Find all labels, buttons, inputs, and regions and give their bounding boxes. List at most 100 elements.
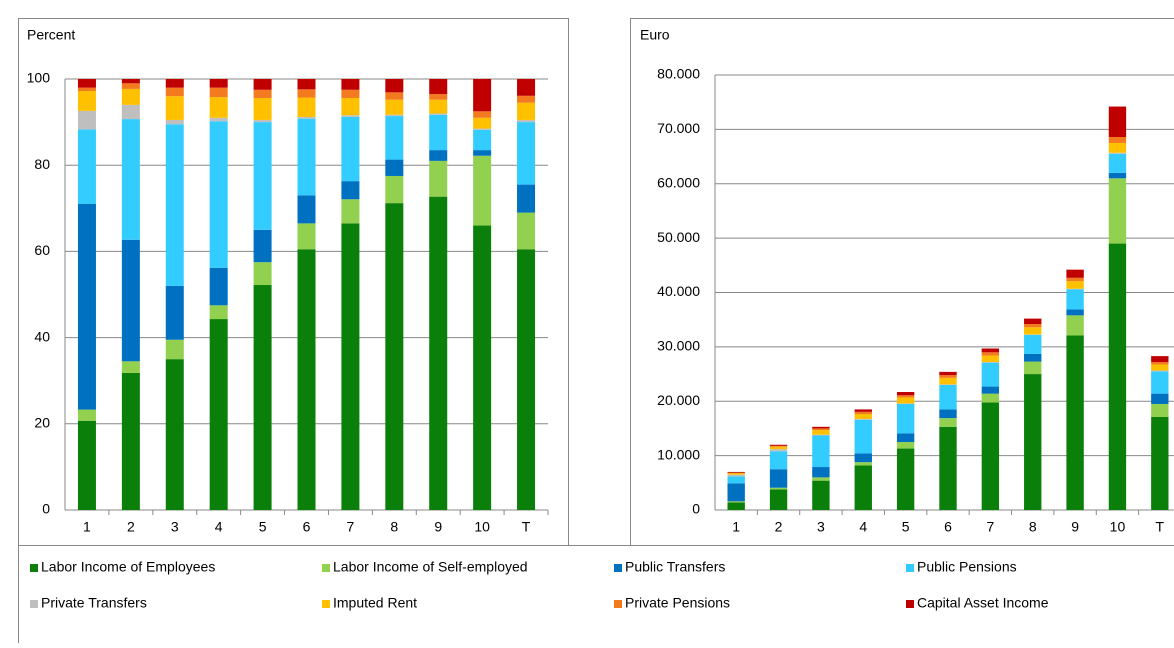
- bar-segment: [122, 361, 140, 373]
- x-tick-label: 2: [127, 519, 135, 535]
- x-tick-label: 1: [83, 519, 91, 535]
- x-tick-label: 3: [817, 519, 825, 535]
- bar-segment: [1151, 394, 1168, 404]
- bar-segment: [1024, 335, 1041, 354]
- bar-segment: [982, 402, 999, 510]
- bar-segment: [210, 268, 228, 305]
- bar-segment: [385, 79, 403, 92]
- bar-segment: [297, 117, 315, 119]
- bar-segment: [385, 100, 403, 115]
- bar-segment: [770, 489, 787, 510]
- bar-segment: [727, 476, 744, 483]
- bar-segment: [166, 79, 184, 88]
- bar-segment: [166, 286, 184, 340]
- bar-segment: [855, 409, 872, 411]
- bar-segment: [727, 483, 744, 501]
- bar-segment: [770, 445, 787, 446]
- bar-segment: [897, 395, 914, 397]
- bar-segment: [122, 79, 140, 83]
- bar-segment: [297, 195, 315, 223]
- bar-segment: [78, 129, 96, 204]
- x-tick-label: 1: [732, 519, 740, 535]
- bar-segment: [939, 375, 956, 378]
- bar-segment: [78, 410, 96, 421]
- bar-segment: [473, 226, 491, 510]
- y-tick-label: 20.000: [657, 392, 700, 408]
- bar-segment: [297, 119, 315, 196]
- bar-segment: [297, 89, 315, 97]
- legend-swatch: [322, 564, 330, 572]
- bar-segment: [1024, 354, 1041, 362]
- y-tick-label: 80: [34, 156, 50, 172]
- bar-segment: [473, 156, 491, 226]
- bar-segment: [517, 213, 535, 250]
- legend-swatch: [906, 600, 914, 608]
- bar-segment: [1066, 281, 1083, 289]
- bar-segment: [341, 223, 359, 510]
- bar-segment: [770, 447, 787, 449]
- bar-segment: [812, 435, 829, 436]
- y-tick-label: 10.000: [657, 446, 700, 462]
- bar-segment: [210, 319, 228, 510]
- bar-segment: [939, 385, 956, 409]
- bar-segment: [385, 92, 403, 99]
- y-tick-label: 60: [34, 242, 50, 258]
- x-tick-label: 6: [944, 519, 952, 535]
- legend-swatch: [614, 600, 622, 608]
- bar-segment: [727, 472, 744, 473]
- x-tick-label: 2: [775, 519, 783, 535]
- legend-label: Capital Asset Income: [917, 595, 1049, 611]
- bar-segment: [939, 384, 956, 385]
- bar-segment: [897, 449, 914, 510]
- bar-segment: [78, 421, 96, 510]
- bar-segment: [897, 403, 914, 404]
- bar-segment: [727, 475, 744, 477]
- bar-segment: [1066, 315, 1083, 335]
- bar-segment: [939, 372, 956, 375]
- x-tick-label: 8: [1029, 519, 1037, 535]
- x-tick-label: 9: [1071, 519, 1079, 535]
- bar-segment: [429, 150, 447, 161]
- bar-segment: [897, 392, 914, 395]
- bar-segment: [855, 465, 872, 510]
- legend-label: Labor Income of Self-employed: [333, 559, 528, 575]
- bar-segment: [812, 428, 829, 430]
- axis-label: Euro: [640, 27, 670, 43]
- y-tick-label: 50.000: [657, 229, 700, 245]
- bar-segment: [166, 124, 184, 286]
- bar-segment: [78, 111, 96, 130]
- bar-segment: [1066, 289, 1083, 290]
- bar-segment: [897, 433, 914, 442]
- bar-segment: [1109, 107, 1126, 137]
- legend-label: Private Pensions: [625, 595, 730, 611]
- legend-label: Imputed Rent: [333, 595, 417, 611]
- bar-segment: [210, 79, 228, 88]
- y-tick-label: 0: [692, 501, 700, 517]
- bar-segment: [982, 363, 999, 387]
- bar-segment: [341, 199, 359, 223]
- bar-segment: [855, 419, 872, 420]
- bar-segment: [1151, 356, 1168, 362]
- y-tick-label: 40: [34, 328, 50, 344]
- bar-segment: [897, 397, 914, 403]
- bar-segment: [812, 467, 829, 477]
- bar-segment: [297, 249, 315, 510]
- bar-segment: [855, 414, 872, 419]
- bar-segment: [1024, 374, 1041, 510]
- bar-segment: [1151, 371, 1168, 393]
- bar-segment: [254, 79, 272, 90]
- y-tick-label: 70.000: [657, 120, 700, 136]
- y-tick-label: 20: [34, 415, 50, 431]
- bar-segment: [1109, 178, 1126, 243]
- legend-swatch: [614, 564, 622, 572]
- bar-segment: [812, 481, 829, 510]
- bar-segment: [385, 115, 403, 116]
- x-tick-label: 8: [390, 519, 398, 535]
- bar-segment: [254, 285, 272, 510]
- bar-segment: [982, 362, 999, 363]
- bar-segment: [473, 129, 491, 130]
- bar-segment: [1024, 334, 1041, 335]
- bar-segment: [939, 409, 956, 418]
- bar-segment: [812, 430, 829, 435]
- bar-segment: [897, 442, 914, 449]
